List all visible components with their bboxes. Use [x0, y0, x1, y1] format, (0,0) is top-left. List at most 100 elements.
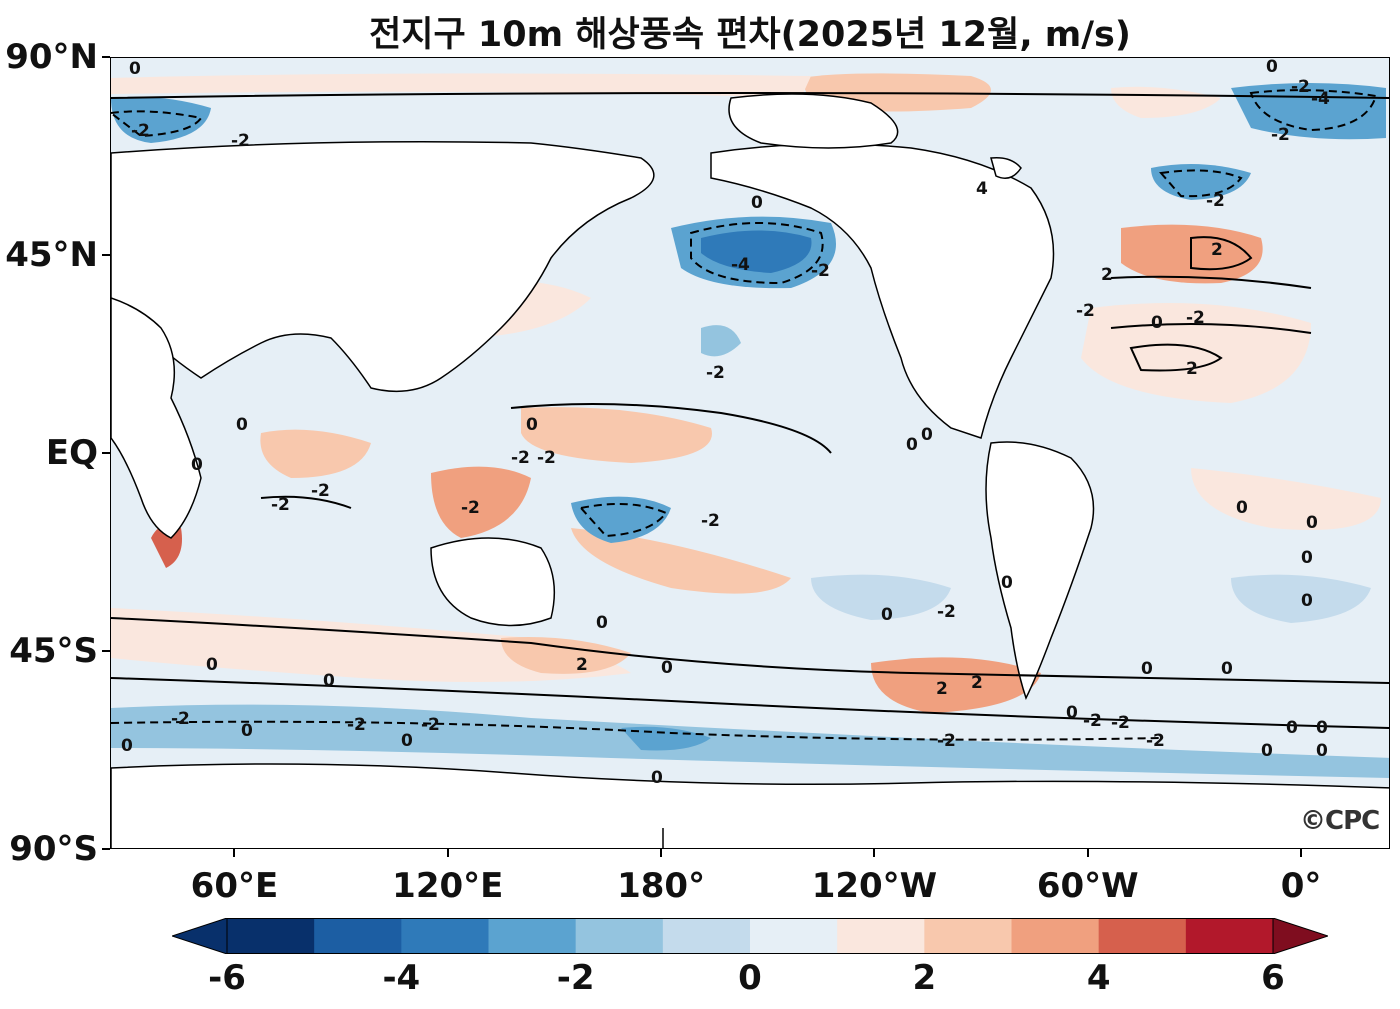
colorbar-tick-label: 0 [738, 958, 762, 998]
lon-tick-label: 120°W [811, 866, 938, 906]
contour-label: 0 [241, 721, 253, 741]
contour-minus-two-npac [690, 222, 824, 285]
contour-label: -2 [937, 731, 956, 751]
contour-label: -2 [1291, 77, 1310, 97]
colorbar-extend-low [172, 918, 228, 954]
colorbar-tick-label: 4 [1086, 958, 1111, 998]
contour-minus-two-southern [111, 720, 1162, 741]
contour-label: 0 [206, 655, 218, 675]
lon-tick-label: 120°E [392, 866, 504, 906]
lat-tick [102, 452, 110, 454]
lat-tick-label: 90°N [5, 37, 98, 77]
contour-label: -4 [731, 255, 750, 275]
contour-label: 0 [596, 613, 608, 633]
colorbar-tick-label: -4 [382, 958, 421, 998]
contour-label: 0 [1266, 58, 1278, 77]
contour-label: -2 [706, 363, 725, 383]
south-atlantic-weak-positive [1191, 468, 1381, 530]
negative-anomaly-patches [111, 83, 1389, 778]
contour-label: 0 [1151, 313, 1163, 333]
contour-label: 2 [1211, 240, 1223, 260]
indian-ocean-positive [260, 429, 371, 478]
land-masses [111, 93, 1389, 848]
contour-label: 0 [921, 425, 933, 445]
contour-label: -2 [511, 448, 530, 468]
chart-title: 전지구 10m 해상풍속 편차(2025년 12월, m/s) [369, 15, 1131, 55]
colorbar-tick-label: -6 [208, 958, 246, 998]
contour-label: 0 [661, 658, 673, 678]
contour-label: -2 [1111, 713, 1130, 733]
south-east-pacific-positive [871, 657, 1041, 713]
colorbar-frame [226, 918, 1274, 954]
colorbar-segment [1011, 918, 1100, 954]
contour-label: 0 [906, 435, 918, 455]
colorbar-tick-label: 6 [1261, 958, 1285, 998]
arctic-weak-positive [111, 73, 811, 98]
contour-label: 0 [1221, 659, 1233, 679]
maritime-continent-positive [431, 466, 531, 538]
contour-label: -2 [231, 131, 250, 151]
contour-label: 0 [401, 731, 413, 751]
contour-label: -2 [271, 495, 290, 515]
colorbar-segment [314, 918, 402, 954]
contour-minus-two-swpac [579, 503, 668, 538]
contour-label: 0 [1141, 659, 1153, 679]
contour-label: 0 [1066, 703, 1078, 723]
colorbar-segment [750, 918, 838, 954]
contour-label: 2 [1101, 265, 1113, 285]
contour-label: 0 [236, 415, 248, 435]
australia-land [430, 537, 556, 627]
lon-tick [660, 849, 663, 857]
eurasia-land [111, 141, 655, 393]
contour-label: 0 [1261, 741, 1273, 761]
lat-tick-label: 45°N [5, 235, 98, 275]
contour-minus-two-nordic [1249, 89, 1378, 132]
antarctica-land [111, 763, 1389, 848]
colorbar-tick-label: -2 [556, 958, 595, 998]
lon-tick [1300, 849, 1303, 857]
contour-label: 0 [651, 768, 663, 788]
lon-tick-label: 60°E [190, 866, 279, 906]
contour-label: -2 [171, 709, 190, 729]
colorbar-tick-label: 2 [912, 958, 937, 998]
contour-minus-two-labrador [1159, 169, 1243, 198]
colorbar-segment [662, 918, 751, 954]
colorbar-segment [227, 918, 315, 954]
lon-tick [873, 849, 876, 857]
atlantic-weak-positive [1081, 303, 1311, 403]
contour-zero-eq-pacific [510, 403, 832, 454]
contour-two-atlantic [1190, 236, 1253, 271]
lat-tick [102, 848, 110, 850]
contour-label: 0 [1306, 513, 1318, 533]
contour-label: -2 [1271, 125, 1290, 145]
lon-tick [446, 849, 449, 857]
lon-tick-label: 0° [1280, 866, 1322, 906]
east-pacific-negative [811, 574, 951, 620]
contour-label: 2 [576, 655, 588, 675]
lon-tick-label: 60°W [1036, 866, 1139, 906]
contour-label: -2 [1076, 301, 1095, 321]
colorbar-segment [837, 918, 925, 954]
colorbar-segment [924, 918, 1012, 954]
contour-zero-atlantic-2 [1110, 323, 1312, 334]
contour-label: 0 [751, 193, 763, 213]
contour-two-subtropical [1129, 343, 1223, 372]
contour-label: 0 [1316, 718, 1328, 738]
southwest-pacific-negative [571, 496, 671, 543]
contour-label: 0 [881, 605, 893, 625]
map-panel: 0 0 -2 -2 -2 -4 -2 4 -2 -4 -2 2 2 -2 0 -… [110, 57, 1390, 849]
contour-label: -2 [1146, 731, 1165, 751]
contour-label: 0 [1286, 718, 1298, 738]
lat-tick [102, 650, 110, 652]
contour-label: 4 [976, 179, 988, 199]
contour-zero-southern-2 [111, 677, 1389, 729]
contour-label: 0 [1301, 548, 1313, 568]
contour-label: 0 [191, 455, 203, 475]
contour-lines [111, 92, 1389, 729]
lat-tick-label: EQ [45, 433, 98, 473]
south-pacific-positive [571, 528, 791, 594]
contour-label: -2 [811, 261, 830, 281]
tasman-positive [501, 637, 631, 674]
contour-label: 0 [1001, 573, 1013, 593]
colorbar-segment [488, 918, 577, 954]
